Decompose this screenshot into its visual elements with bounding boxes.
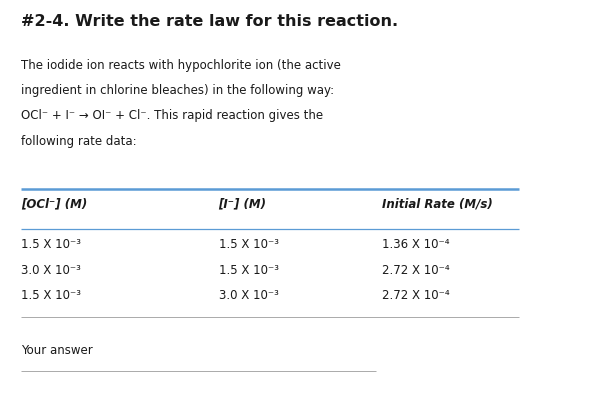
Text: Initial Rate (M/s): Initial Rate (M/s) bbox=[382, 197, 493, 210]
Text: 1.5 X 10⁻³: 1.5 X 10⁻³ bbox=[21, 289, 81, 302]
Text: 1.5 X 10⁻³: 1.5 X 10⁻³ bbox=[219, 238, 279, 251]
Text: following rate data:: following rate data: bbox=[21, 135, 137, 148]
Text: 3.0 X 10⁻³: 3.0 X 10⁻³ bbox=[21, 264, 81, 277]
Text: OCl⁻ + I⁻ → OI⁻ + Cl⁻. This rapid reaction gives the: OCl⁻ + I⁻ → OI⁻ + Cl⁻. This rapid reacti… bbox=[21, 109, 324, 123]
Text: [I⁻] (M): [I⁻] (M) bbox=[219, 197, 266, 210]
Text: 3.0 X 10⁻³: 3.0 X 10⁻³ bbox=[219, 289, 279, 302]
Text: 1.5 X 10⁻³: 1.5 X 10⁻³ bbox=[219, 264, 279, 277]
Text: ingredient in chlorine bleaches) in the following way:: ingredient in chlorine bleaches) in the … bbox=[21, 84, 334, 97]
Text: 1.36 X 10⁻⁴: 1.36 X 10⁻⁴ bbox=[382, 238, 450, 251]
Text: 2.72 X 10⁻⁴: 2.72 X 10⁻⁴ bbox=[382, 264, 450, 277]
Text: The iodide ion reacts with hypochlorite ion (the active: The iodide ion reacts with hypochlorite … bbox=[21, 59, 341, 72]
Text: #2-4. Write the rate law for this reaction.: #2-4. Write the rate law for this reacti… bbox=[21, 14, 398, 29]
Text: 1.5 X 10⁻³: 1.5 X 10⁻³ bbox=[21, 238, 81, 251]
Text: Your answer: Your answer bbox=[21, 344, 93, 357]
Text: [OCl⁻] (M): [OCl⁻] (M) bbox=[21, 197, 87, 210]
Text: 2.72 X 10⁻⁴: 2.72 X 10⁻⁴ bbox=[382, 289, 450, 302]
